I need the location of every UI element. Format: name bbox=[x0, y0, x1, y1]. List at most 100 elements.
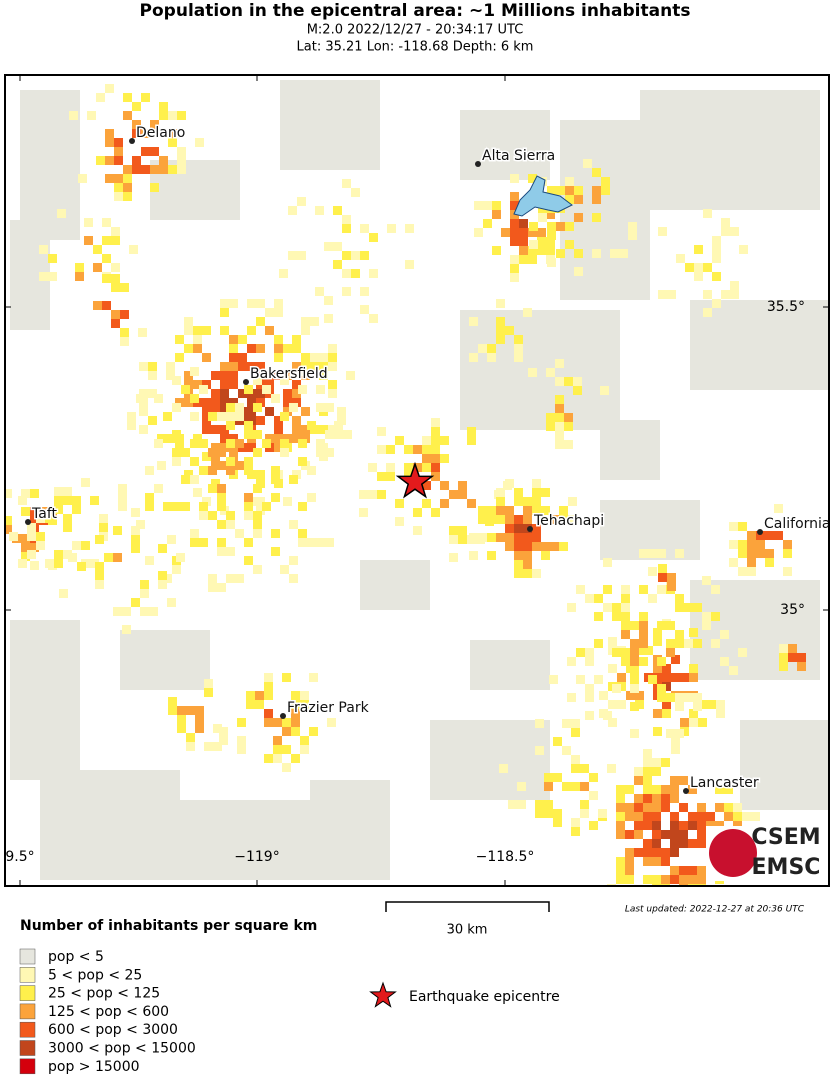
pop-cell bbox=[220, 380, 229, 389]
pop-cell bbox=[328, 389, 337, 398]
pop-cell bbox=[644, 646, 653, 655]
pop-cell bbox=[600, 386, 609, 395]
pop-cell bbox=[5, 516, 12, 525]
logo-globe bbox=[709, 829, 757, 877]
pop-cell bbox=[274, 308, 283, 317]
pop-cell bbox=[555, 440, 564, 449]
pop-cell bbox=[643, 821, 652, 830]
pop-cell bbox=[711, 585, 720, 594]
low-pop-area bbox=[600, 420, 660, 480]
pop-cell bbox=[774, 531, 783, 540]
pop-cell bbox=[123, 192, 132, 201]
pop-cell bbox=[149, 607, 158, 616]
pop-cell bbox=[168, 706, 177, 715]
pop-cell bbox=[541, 488, 550, 497]
pop-cell bbox=[653, 637, 662, 646]
pop-cell bbox=[589, 773, 598, 782]
pop-cell bbox=[652, 830, 661, 839]
lake bbox=[513, 175, 573, 217]
pop-cell bbox=[621, 603, 630, 612]
pop-cell bbox=[395, 499, 404, 508]
pop-cell bbox=[585, 711, 594, 720]
pop-cell bbox=[594, 612, 603, 621]
pop-cell bbox=[247, 362, 256, 371]
pop-cell bbox=[413, 445, 422, 454]
pop-cell bbox=[45, 559, 54, 568]
pop-cell bbox=[712, 254, 721, 263]
pop-cell bbox=[523, 506, 532, 515]
pop-cell bbox=[104, 553, 113, 562]
pop-cell bbox=[359, 508, 368, 517]
pop-cell bbox=[592, 195, 601, 204]
pop-cell bbox=[288, 206, 297, 215]
pop-cell bbox=[652, 785, 661, 794]
pop-cell bbox=[255, 691, 264, 700]
pop-cell bbox=[168, 111, 177, 120]
pop-cell bbox=[123, 165, 132, 174]
pop-cell bbox=[292, 416, 301, 425]
pop-cell bbox=[280, 565, 289, 574]
pop-cell bbox=[697, 875, 706, 884]
pop-cell bbox=[157, 434, 166, 443]
pop-cell bbox=[334, 430, 343, 439]
pop-cell bbox=[301, 425, 310, 434]
pop-cell bbox=[226, 403, 235, 412]
pop-cell bbox=[729, 666, 738, 675]
pop-cell bbox=[282, 727, 291, 736]
pop-cell bbox=[788, 644, 797, 653]
city-marker bbox=[280, 713, 286, 719]
pop-cell bbox=[264, 709, 273, 718]
pop-cell bbox=[298, 529, 307, 538]
pop-cell bbox=[360, 287, 369, 296]
pop-cell bbox=[99, 514, 108, 523]
pop-cell bbox=[607, 893, 616, 902]
pop-cell bbox=[193, 335, 202, 344]
graticule: 9.5° −119° −118.5° 35.5° 35° bbox=[5, 75, 829, 886]
pop-cell bbox=[208, 574, 217, 583]
low-pop-area bbox=[640, 90, 820, 210]
pop-cell bbox=[190, 457, 199, 466]
pop-cell bbox=[643, 857, 652, 866]
pop-cell bbox=[138, 328, 147, 337]
pop-cell bbox=[487, 353, 496, 362]
pop-cell bbox=[680, 718, 689, 727]
pop-cell bbox=[666, 648, 675, 657]
pop-cell bbox=[168, 165, 177, 174]
pop-cell bbox=[440, 481, 449, 490]
pop-cell bbox=[292, 344, 301, 353]
pop-cell bbox=[226, 439, 235, 448]
pop-cell bbox=[413, 463, 422, 472]
pop-cell bbox=[603, 603, 612, 612]
pop-cell bbox=[697, 821, 706, 830]
pop-cell bbox=[555, 413, 564, 422]
pop-cell bbox=[123, 111, 132, 120]
pop-cell bbox=[703, 290, 712, 299]
pop-cell bbox=[256, 479, 265, 488]
pop-cell bbox=[177, 724, 186, 733]
pop-cell bbox=[592, 186, 601, 195]
pop-cell bbox=[220, 398, 229, 407]
pop-cell bbox=[84, 236, 93, 245]
pop-cell bbox=[386, 463, 395, 472]
pop-cell bbox=[573, 386, 582, 395]
pop-cell bbox=[27, 550, 36, 559]
pop-cell bbox=[217, 493, 226, 502]
pop-cell bbox=[729, 522, 738, 531]
pop-cell bbox=[514, 344, 523, 353]
pop-cell bbox=[328, 344, 337, 353]
pop-cell bbox=[576, 675, 585, 684]
pop-cell bbox=[549, 675, 558, 684]
pop-cell bbox=[653, 673, 662, 682]
subtitle: Lat: 35.21 Lon: -118.68 Depth: 6 km bbox=[297, 40, 534, 55]
pop-cell bbox=[328, 362, 337, 371]
pop-cell bbox=[328, 353, 337, 362]
low-pop-area bbox=[560, 120, 650, 300]
city-marker bbox=[243, 379, 249, 385]
pop-cell bbox=[217, 448, 226, 457]
pop-cell bbox=[634, 794, 643, 803]
pop-cell bbox=[449, 490, 458, 499]
pop-cell bbox=[469, 551, 478, 560]
pop-cell bbox=[175, 335, 184, 344]
pop-cell bbox=[449, 535, 458, 544]
pop-cell bbox=[282, 673, 291, 682]
